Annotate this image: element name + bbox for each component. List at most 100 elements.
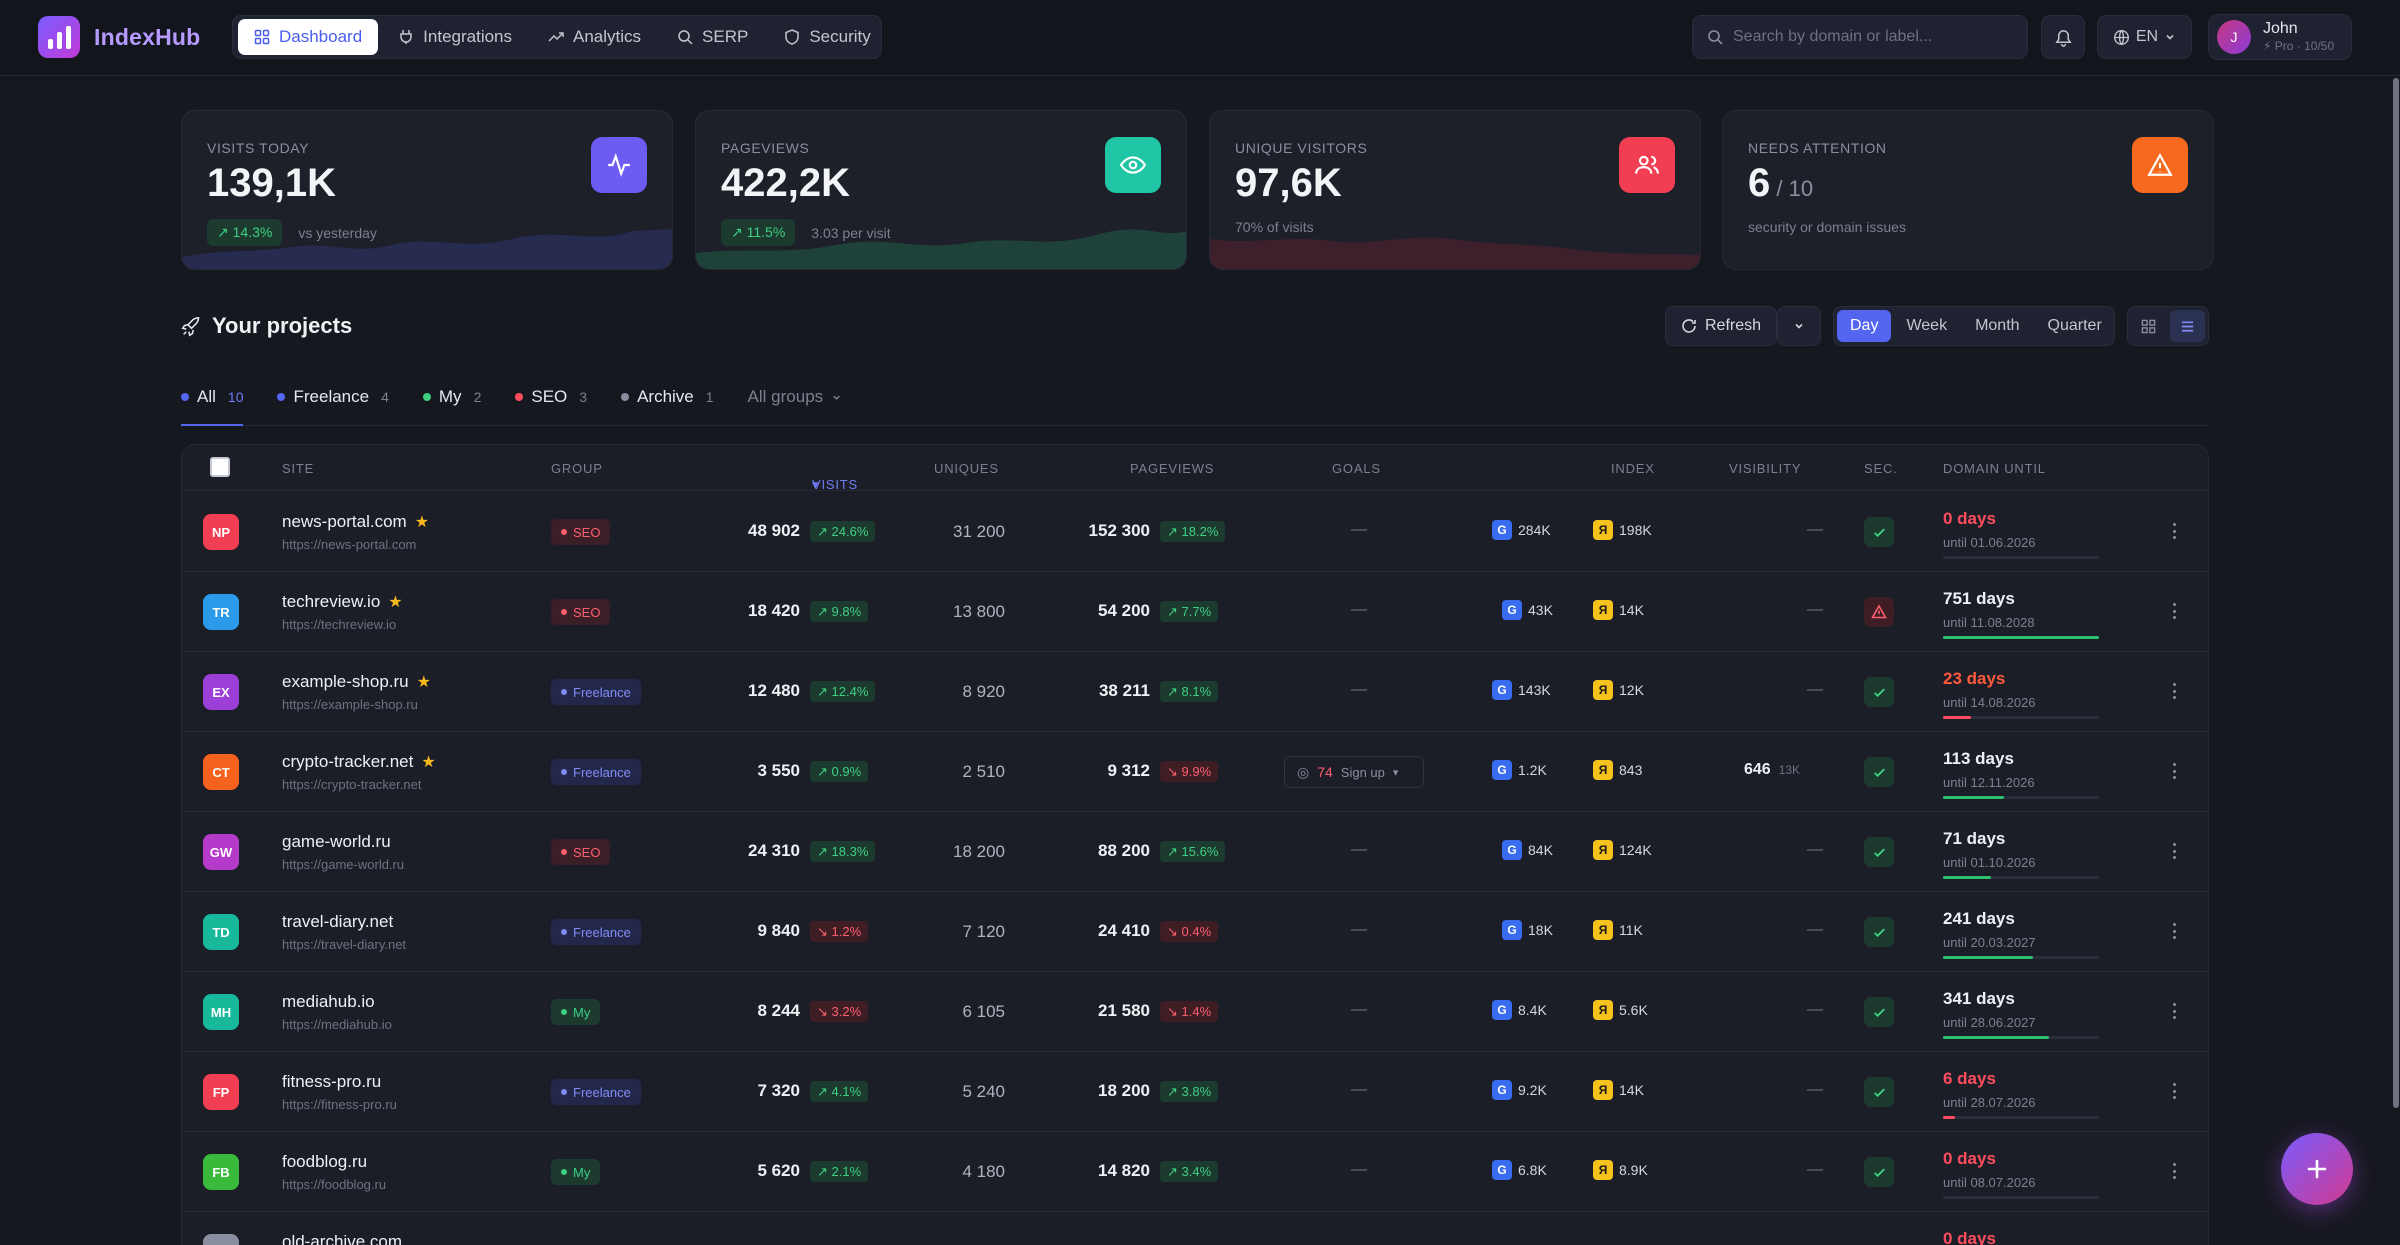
row-actions-button[interactable] (2170, 520, 2178, 542)
filter-seo[interactable]: SEO 3 (515, 380, 587, 414)
filter-count: 1 (705, 389, 714, 405)
star-icon[interactable]: ★ (388, 594, 403, 611)
domain-days: 341 days (1943, 989, 2015, 1008)
star-icon[interactable]: ★ (414, 514, 430, 531)
site-name[interactable]: mediahub.io (282, 992, 392, 1012)
col-site[interactable]: SITE (282, 461, 315, 476)
tab-dashboard[interactable]: Dashboard (238, 19, 379, 55)
col-domain-until[interactable]: DOMAIN UNTIL (1943, 461, 2046, 476)
row-actions-button[interactable] (2170, 600, 2178, 622)
site-url[interactable]: https://mediahub.io (282, 1017, 392, 1032)
google-index-value: 143K (1518, 682, 1551, 698)
site-avatar (203, 1234, 239, 1245)
col-index[interactable]: INDEX (1611, 461, 1655, 476)
site-name[interactable]: techreview.io ★ (282, 592, 403, 612)
period-day[interactable]: Day (1837, 310, 1892, 342)
notifications-button[interactable] (2041, 15, 2085, 59)
dot (2172, 1089, 2176, 1093)
site-url[interactable]: https://crypto-tracker.net (282, 777, 422, 792)
filter-archive[interactable]: Archive 1 (621, 380, 714, 414)
refresh-options-button[interactable] (1777, 306, 1821, 346)
table-row[interactable]: NP news-portal.com ★ https://news-portal.… (182, 492, 2208, 572)
row-actions-button[interactable] (2170, 1160, 2178, 1182)
table-row[interactable]: FP fitness-pro.ru https://fitness-pro.ru… (182, 1052, 2208, 1132)
star-icon[interactable]: ★ (416, 674, 431, 691)
security-status[interactable] (1864, 517, 1894, 547)
refresh-button[interactable]: Refresh (1665, 306, 1777, 346)
site-name[interactable]: game-world.ru (282, 832, 404, 852)
scrollbar-thumb[interactable] (2393, 78, 2399, 1108)
col-visibility[interactable]: VISIBILITY (1729, 461, 1802, 476)
row-actions-button[interactable] (2170, 1000, 2178, 1022)
period-quarter[interactable]: Quarter (2047, 317, 2102, 334)
filter-my[interactable]: My 2 (422, 380, 481, 414)
app-logo[interactable]: IndexHub (38, 16, 200, 58)
col-pageviews[interactable]: PAGEVIEWS (1130, 461, 1215, 476)
site-name[interactable]: travel-diary.net (282, 912, 406, 932)
site-url[interactable]: https://foodblog.ru (282, 1177, 387, 1192)
site-url[interactable]: https://game-world.ru (282, 857, 405, 872)
tab-analytics[interactable]: Analytics (532, 19, 657, 55)
col-uniques[interactable]: UNIQUES (934, 461, 999, 476)
period-week[interactable]: Week (1906, 317, 1948, 334)
tab-security[interactable]: Security (768, 19, 886, 55)
site-url[interactable]: https://example-shop.ru (282, 697, 418, 712)
add-project-button[interactable] (2281, 1133, 2353, 1205)
search-input[interactable] (1733, 28, 2013, 46)
security-status[interactable] (1864, 757, 1894, 787)
site-url[interactable]: https://techreview.io (282, 617, 397, 632)
security-status[interactable] (1864, 997, 1894, 1027)
goals-empty: — (1351, 601, 1367, 618)
tab-integrations[interactable]: Integrations (382, 19, 528, 55)
security-status[interactable] (1864, 837, 1894, 867)
all-groups-dropdown[interactable]: All groups (748, 380, 843, 414)
site-url[interactable]: https://travel-diary.net (282, 937, 407, 952)
goal-selector[interactable]: ◎ 74 Sign up ▾ (1284, 756, 1424, 788)
site-url[interactable]: https://news-portal.com (282, 537, 417, 552)
security-status[interactable] (1864, 677, 1894, 707)
security-status[interactable] (1864, 1077, 1894, 1107)
grid-view-button[interactable] (2131, 310, 2167, 342)
table-row[interactable]: CT crypto-tracker.net ★ https://crypto-tr… (182, 732, 2208, 812)
table-row[interactable]: EX example-shop.ru ★ https://example-shop… (182, 652, 2208, 732)
row-actions-button[interactable] (2170, 760, 2178, 782)
col-goals[interactable]: GOALS (1332, 461, 1381, 476)
table-row[interactable]: GW game-world.ru https://game-world.ru S… (182, 812, 2208, 892)
star-icon[interactable]: ★ (421, 754, 436, 771)
list-view-button[interactable] (2169, 310, 2205, 342)
table-row[interactable]: TD travel-diary.net https://travel-diary… (182, 892, 2208, 972)
site-name[interactable]: crypto-tracker.net ★ (282, 752, 436, 772)
group-dot (561, 849, 567, 855)
security-status[interactable] (1864, 1157, 1894, 1187)
security-status[interactable] (1864, 597, 1894, 627)
site-name[interactable]: example-shop.ru ★ (282, 672, 431, 692)
row-actions-button[interactable] (2170, 840, 2178, 862)
row-actions-button[interactable] (2170, 920, 2178, 942)
site-url[interactable]: https://fitness-pro.ru (282, 1097, 397, 1112)
table-row[interactable]: MH mediahub.io https://mediahub.io My 8 2… (182, 972, 2208, 1052)
page-scrollbar[interactable] (2392, 78, 2400, 1118)
yandex-index-value: 14K (1619, 602, 1644, 618)
table-row[interactable]: old-archive.com 0 days (182, 1212, 2208, 1245)
filter-freelance[interactable]: Freelance 4 (277, 380, 389, 414)
col-sec[interactable]: SEC. (1864, 461, 1898, 476)
site-name[interactable]: fitness-pro.ru (282, 1072, 397, 1092)
user-menu[interactable]: J John ⚡ Pro · 10/50 (2208, 14, 2352, 60)
table-row[interactable]: FB foodblog.ru https://foodblog.ru My 5 6… (182, 1132, 2208, 1212)
security-status[interactable] (1864, 917, 1894, 947)
period-month[interactable]: Month (1975, 317, 2020, 334)
filter-all[interactable]: All 10 (181, 380, 244, 426)
table-row[interactable]: TR techreview.io ★ https://techreview.io … (182, 572, 2208, 652)
tab-serp[interactable]: SERP (661, 19, 764, 55)
row-actions-button[interactable] (2170, 1080, 2178, 1102)
site-name[interactable]: news-portal.com ★ (282, 512, 429, 532)
select-all-checkbox[interactable] (210, 457, 230, 477)
domain-until-date: until 08.07.2026 (1943, 1175, 2036, 1190)
site-name[interactable]: foodblog.ru (282, 1152, 386, 1172)
language-selector[interactable]: EN (2097, 15, 2192, 59)
visits-delta-value: 1.2% (831, 924, 862, 939)
site-name[interactable]: old-archive.com (282, 1232, 402, 1245)
pageviews-delta: ↗ 7.7% (1160, 601, 1219, 622)
row-actions-button[interactable] (2170, 680, 2178, 702)
col-group[interactable]: GROUP (551, 461, 603, 476)
